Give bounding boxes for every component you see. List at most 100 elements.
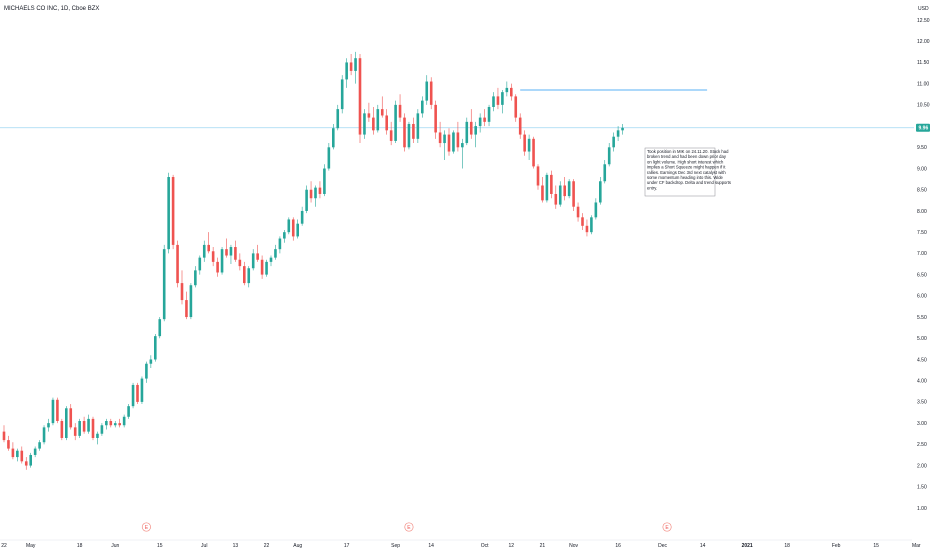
candle	[158, 317, 162, 339]
candle-body	[7, 440, 10, 449]
note-text-line: implies a Short Squeeze might happen if …	[647, 165, 726, 170]
candle	[616, 126, 620, 141]
candle	[122, 414, 126, 428]
candle-body	[434, 104, 437, 133]
price-tick-label: 1.50	[917, 485, 927, 491]
candle	[318, 181, 322, 199]
note-text-line: on light volume. High short interest whi…	[647, 159, 724, 164]
earnings-marker-label: E	[407, 525, 411, 531]
candle-body	[238, 259, 242, 267]
earnings-marker-circle[interactable]	[141, 522, 151, 532]
candle-body	[33, 448, 37, 455]
candle-body	[305, 189, 308, 211]
earnings-marker[interactable]: E	[141, 522, 151, 532]
candle	[60, 418, 64, 441]
candle-body	[113, 423, 117, 426]
candle-body	[429, 81, 433, 105]
candle-body	[162, 249, 166, 320]
price-tick-label: 12.50	[917, 18, 930, 24]
price-tick-label: 6.00	[917, 294, 927, 300]
candle	[24, 457, 28, 470]
candle	[87, 414, 90, 434]
candle-body	[42, 427, 46, 443]
candle	[176, 240, 179, 288]
price-tick-label: 3.50	[917, 400, 927, 406]
candle	[247, 266, 251, 288]
candle-body	[527, 138, 531, 152]
candle	[20, 446, 24, 464]
currency-label: USD	[918, 6, 929, 12]
earnings-marker-circle[interactable]	[662, 522, 672, 532]
candle	[323, 164, 326, 197]
candle-body	[118, 423, 121, 426]
candle	[238, 253, 242, 271]
price-axis[interactable]: 1.00 1.50 2.00 2.50 3.00 3.50 4.00 4.50 5.00 5.50…	[917, 18, 930, 512]
candle	[599, 177, 602, 205]
candle-body	[38, 442, 41, 449]
candle	[429, 77, 433, 110]
candle	[434, 100, 437, 139]
candle-body	[585, 225, 589, 233]
candle	[243, 261, 246, 286]
candle	[421, 96, 424, 118]
candle	[145, 361, 148, 383]
note-text-line: broken trend and had been down prior day	[647, 154, 727, 159]
candle	[367, 102, 371, 122]
candle-body	[536, 166, 540, 186]
candle	[211, 247, 215, 267]
candle	[11, 442, 15, 460]
candle	[478, 113, 482, 133]
candle-body	[372, 117, 375, 131]
price-tick-label: 8.50	[917, 188, 927, 194]
candle-body	[145, 363, 148, 379]
candle-body	[96, 433, 99, 438]
note-box[interactable]	[644, 147, 716, 197]
candle	[180, 270, 184, 305]
note-text-line: under CF backdrop. Delta and trend suppo…	[647, 180, 731, 185]
time-axis[interactable]: 22 May 18 Jun 15 Jul 13 22 Aug 17 Sep 14 Oct 12 21 Nov 1…	[0, 539, 921, 549]
candle-body	[456, 132, 460, 148]
candle-body	[474, 126, 477, 135]
candle-body	[198, 257, 202, 271]
candle-body	[24, 461, 28, 466]
candle-body	[91, 418, 95, 438]
candle-body	[461, 143, 464, 148]
candle	[82, 416, 86, 434]
candle-body	[558, 185, 562, 205]
date-tick-label: 2021	[742, 543, 753, 549]
candle	[167, 172, 170, 254]
candle	[483, 109, 486, 127]
date-tick-label: Aug	[293, 543, 302, 549]
candle-body	[412, 123, 415, 139]
current-price-value: 9.96	[919, 126, 929, 132]
candle-body	[87, 418, 90, 432]
earnings-marker[interactable]: E	[662, 522, 672, 532]
earnings-marker-circle[interactable]	[404, 522, 414, 532]
candle	[532, 136, 535, 169]
candle-body	[581, 217, 584, 226]
candle-body	[225, 249, 228, 256]
candle	[403, 113, 406, 152]
earnings-marker[interactable]: E	[404, 522, 414, 532]
candle-body	[158, 319, 162, 337]
price-tick-label: 10.50	[917, 103, 930, 109]
candle-body	[122, 416, 126, 426]
candle	[358, 53, 362, 144]
price-tick-label: 7.50	[917, 230, 927, 236]
candle-body	[358, 58, 362, 135]
candle-body	[389, 130, 393, 141]
candle	[109, 418, 113, 428]
candle	[585, 219, 589, 237]
note-layer[interactable]: Took position in MIK on 24.11.20. Stock …	[644, 147, 731, 197]
candle-body	[501, 92, 504, 105]
candle-body	[487, 106, 491, 122]
candle-body	[256, 253, 259, 260]
candle-body	[73, 427, 77, 436]
price-tick-label: 8.00	[917, 209, 927, 215]
candle-body	[590, 217, 593, 233]
candle-body	[492, 96, 495, 107]
candle-body	[109, 421, 113, 426]
date-tick-label: Jul	[201, 543, 207, 549]
